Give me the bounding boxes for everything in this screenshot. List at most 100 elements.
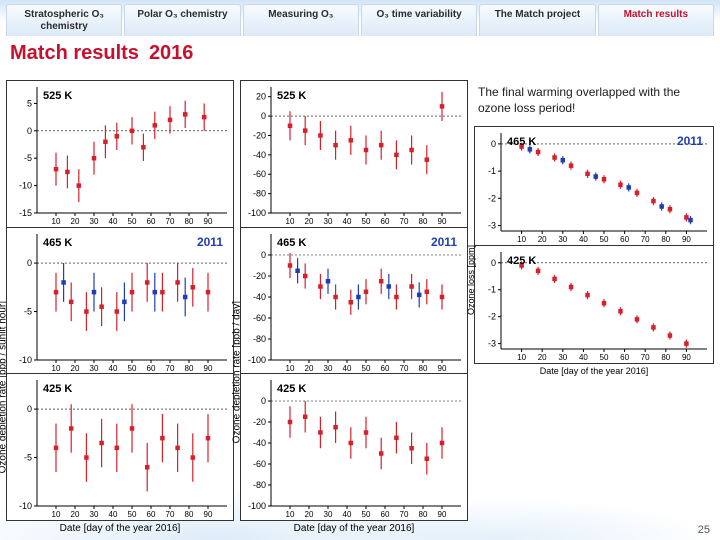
svg-text:-100: -100 <box>248 208 266 218</box>
chart-panel: -15-10-505102030405060708090525 K <box>7 81 233 227</box>
svg-text:-10: -10 <box>19 181 32 191</box>
svg-text:90: 90 <box>438 364 447 373</box>
svg-text:80: 80 <box>185 217 194 226</box>
svg-text:425 K: 425 K <box>43 383 72 395</box>
mid-panel-stack: -100-80-60-40-20020102030405060708090525… <box>240 80 468 521</box>
svg-text:10: 10 <box>52 364 61 373</box>
svg-text:2011: 2011 <box>197 235 223 249</box>
chart-subpanel: -100-80-60-40-20020102030405060708090525… <box>241 81 467 227</box>
slide-number: 25 <box>698 524 710 536</box>
svg-text:10: 10 <box>286 217 295 226</box>
svg-text:-2: -2 <box>488 312 496 322</box>
svg-text:70: 70 <box>400 217 409 226</box>
svg-text:20: 20 <box>305 510 314 519</box>
svg-text:-100: -100 <box>248 501 266 511</box>
svg-text:40: 40 <box>343 217 352 226</box>
svg-text:-40: -40 <box>253 150 266 160</box>
svg-text:30: 30 <box>558 353 567 362</box>
svg-text:60: 60 <box>620 353 629 362</box>
chart-subpanel: -3-2-10102030405060708090425 K <box>475 245 713 363</box>
svg-text:20: 20 <box>71 217 80 226</box>
svg-text:-80: -80 <box>253 334 266 344</box>
svg-text:40: 40 <box>109 510 118 519</box>
svg-text:-2: -2 <box>488 194 496 204</box>
svg-text:90: 90 <box>682 353 691 362</box>
svg-text:40: 40 <box>579 235 588 244</box>
svg-text:-1: -1 <box>488 285 496 295</box>
svg-text:80: 80 <box>185 364 194 373</box>
svg-text:50: 50 <box>362 510 371 519</box>
svg-text:90: 90 <box>438 510 447 519</box>
svg-text:90: 90 <box>204 364 213 373</box>
svg-text:20: 20 <box>256 92 266 102</box>
svg-text:20: 20 <box>538 235 547 244</box>
svg-text:70: 70 <box>166 364 175 373</box>
svg-text:-10: -10 <box>19 355 32 365</box>
svg-text:425 K: 425 K <box>507 255 536 267</box>
tab-stratospheric[interactable]: Stratospheric O₃ chemistry <box>6 4 122 36</box>
svg-text:70: 70 <box>641 235 650 244</box>
svg-text:-1: -1 <box>488 166 496 176</box>
right-panel-stack: -3-2-10102030405060708090465 K2011-3-2-1… <box>474 126 714 364</box>
svg-text:30: 30 <box>90 510 99 519</box>
svg-text:0: 0 <box>491 139 496 149</box>
svg-text:80: 80 <box>419 364 428 373</box>
svg-text:-3: -3 <box>488 339 496 349</box>
svg-text:80: 80 <box>419 217 428 226</box>
svg-text:30: 30 <box>90 364 99 373</box>
tab-variability[interactable]: O₃ time variability <box>361 4 477 36</box>
svg-text:30: 30 <box>324 510 333 519</box>
svg-text:50: 50 <box>128 510 137 519</box>
svg-text:30: 30 <box>90 217 99 226</box>
svg-text:40: 40 <box>343 510 352 519</box>
tab-measuring[interactable]: Measuring O₃ <box>243 4 359 36</box>
svg-text:70: 70 <box>641 353 650 362</box>
svg-text:10: 10 <box>517 235 526 244</box>
svg-text:90: 90 <box>204 217 213 226</box>
svg-text:-60: -60 <box>253 169 266 179</box>
content-area: Ozone depletion rate [ppb / sunlit hour]… <box>6 80 714 534</box>
svg-text:30: 30 <box>324 217 333 226</box>
svg-text:-40: -40 <box>253 438 266 448</box>
svg-text:70: 70 <box>400 510 409 519</box>
svg-text:0: 0 <box>261 250 266 260</box>
svg-text:-20: -20 <box>253 130 266 140</box>
svg-text:0: 0 <box>261 396 266 406</box>
svg-text:-5: -5 <box>24 306 32 316</box>
svg-text:525 K: 525 K <box>43 90 72 102</box>
right-xlabel: Date [day of the year 2016] <box>474 366 714 376</box>
right-column: The final warming overlapped with the oz… <box>474 80 714 534</box>
tab-match-results[interactable]: Match results <box>598 4 714 36</box>
chart-panel: -3-2-10102030405060708090465 K2011 <box>475 127 713 245</box>
svg-text:60: 60 <box>147 217 156 226</box>
chart-subpanel: -10-50102030405060708090465 K2011 <box>7 227 233 374</box>
svg-text:70: 70 <box>166 510 175 519</box>
svg-text:0: 0 <box>27 404 32 414</box>
svg-text:-5: -5 <box>24 453 32 463</box>
svg-text:-10: -10 <box>19 501 32 511</box>
tab-polar[interactable]: Polar O₃ chemistry <box>124 4 240 36</box>
chart-panel: -3-2-10102030405060708090425 K <box>475 246 713 363</box>
svg-text:-15: -15 <box>19 208 32 218</box>
svg-text:50: 50 <box>362 364 371 373</box>
svg-text:20: 20 <box>71 510 80 519</box>
svg-text:40: 40 <box>343 364 352 373</box>
svg-text:60: 60 <box>620 235 629 244</box>
tab-match-project[interactable]: The Match project <box>479 4 595 36</box>
svg-text:50: 50 <box>128 364 137 373</box>
chart-panel: -100-80-60-40-200102030405060708090465 K… <box>241 228 467 374</box>
svg-text:465 K: 465 K <box>277 237 306 249</box>
svg-text:10: 10 <box>286 364 295 373</box>
svg-text:30: 30 <box>558 235 567 244</box>
title-year: 2016 <box>149 42 194 65</box>
svg-text:-20: -20 <box>253 417 266 427</box>
chart-panel: -100-80-60-40-20020102030405060708090525… <box>241 81 467 227</box>
svg-text:60: 60 <box>381 217 390 226</box>
svg-text:50: 50 <box>600 353 609 362</box>
svg-text:50: 50 <box>362 217 371 226</box>
svg-text:80: 80 <box>185 510 194 519</box>
svg-text:20: 20 <box>305 217 314 226</box>
svg-text:0: 0 <box>27 258 32 268</box>
chart-subpanel: -100-80-60-40-200102030405060708090425 K <box>241 373 467 520</box>
left-xlabel: Date [day of the year 2016] <box>6 523 234 534</box>
